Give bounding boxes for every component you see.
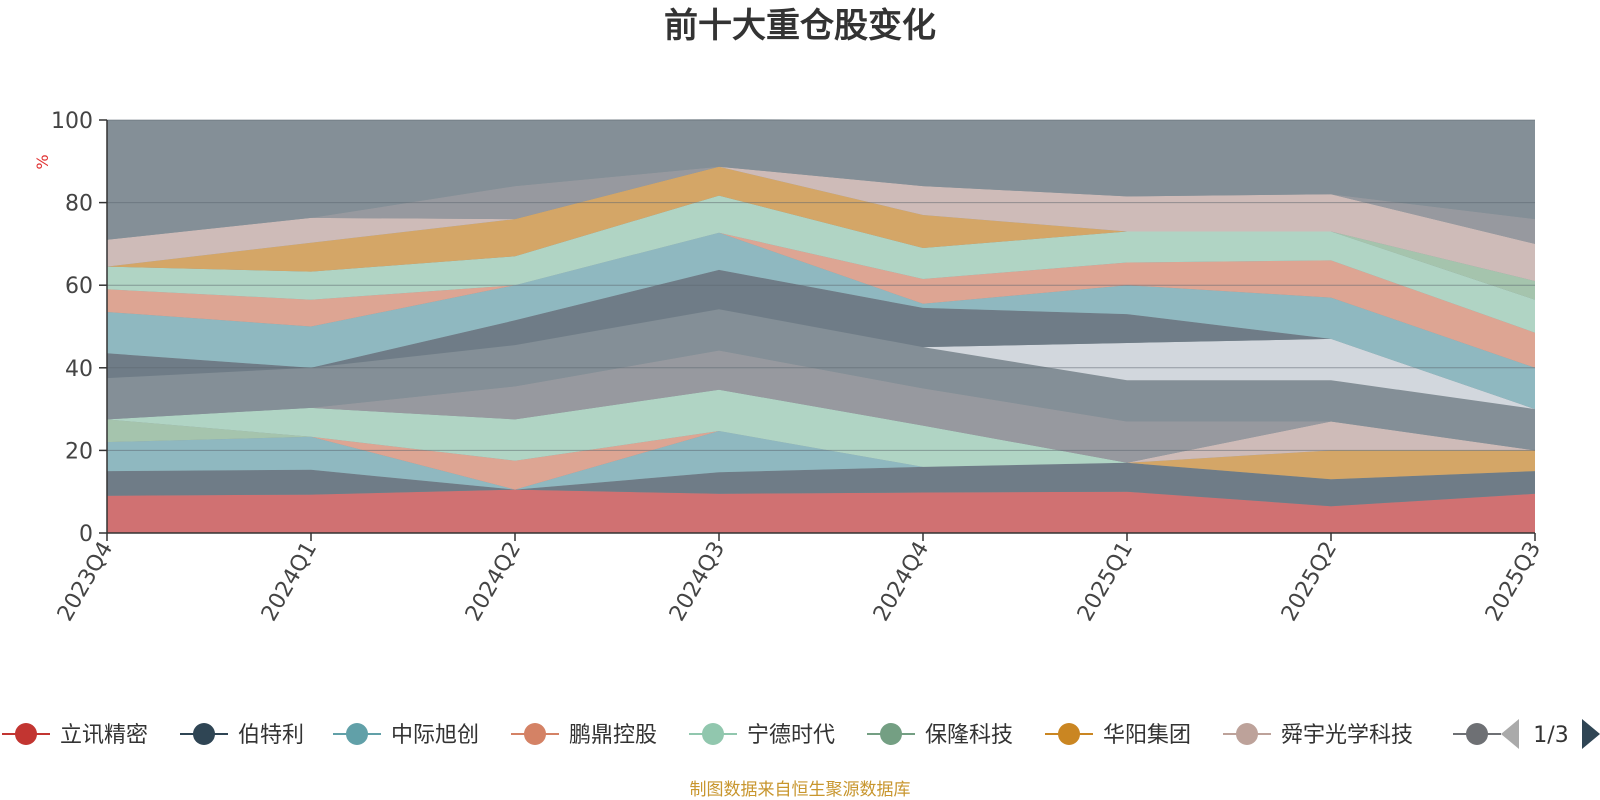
legend-item-6[interactable]: 保隆科技	[867, 723, 1013, 748]
legend-marker-2	[193, 723, 215, 745]
y-tick-label-80: 80	[65, 192, 93, 217]
legend-marker-4	[524, 723, 546, 745]
legend-label-6: 保隆科技	[925, 723, 1013, 748]
source-footnote: 制图数据来自恒生聚源数据库	[690, 780, 911, 800]
y-tick-label-40: 40	[65, 357, 93, 382]
legend-item-4[interactable]: 鹏鼎控股	[511, 723, 657, 748]
area-series-19	[107, 166, 1535, 282]
legend-pagination: 1/3	[1501, 719, 1600, 749]
area-series-15	[107, 232, 1535, 368]
legend-marker-3	[346, 723, 368, 745]
y-tick-label-60: 60	[65, 274, 93, 299]
area-series-6	[107, 421, 1535, 467]
legend-prev-arrow-icon[interactable]	[1501, 719, 1519, 749]
y-axis-unit-label: %	[33, 154, 52, 169]
area-series-1	[107, 489, 1535, 533]
y-tick-label-0: 0	[79, 522, 93, 547]
legend: 立讯精密 伯特利 中际旭创 鹏鼎控股 宁德时代 保隆科技 华阳集团 舜宇光学科技 1/3	[2, 719, 1600, 749]
legend-marker-6	[880, 723, 902, 745]
area-series-11	[107, 309, 1535, 410]
legend-marker-9	[1466, 723, 1488, 745]
legend-item-2[interactable]: 伯特利	[180, 723, 304, 748]
x-tick-label-2024Q4: 2024Q4	[869, 538, 934, 626]
x-tick-label-2023Q4: 2023Q4	[53, 538, 118, 626]
legend-item-3[interactable]: 中际旭创	[333, 723, 479, 748]
area-series-5	[107, 431, 1535, 480]
x-tick-label-2025Q1: 2025Q1	[1073, 538, 1138, 626]
legend-label-5: 宁德时代	[747, 723, 835, 748]
legend-marker-7	[1058, 723, 1080, 745]
area-series-10	[107, 309, 1535, 451]
area-series-21	[107, 119, 1535, 240]
legend-marker-8	[1236, 723, 1258, 745]
legend-next-arrow-icon[interactable]	[1582, 719, 1600, 749]
legend-label-2: 伯特利	[238, 723, 304, 748]
area-series-8	[107, 389, 1535, 467]
chart-title: 前十大重仓股变化	[664, 6, 936, 46]
area-series-14	[107, 232, 1535, 410]
area-series-12	[107, 269, 1535, 410]
legend-label-3: 中际旭创	[391, 723, 479, 748]
y-tick-label-20: 20	[65, 439, 93, 464]
area-series-3	[107, 431, 1535, 490]
y-tick-label-100: 100	[51, 109, 93, 134]
area-series-2	[107, 462, 1535, 507]
legend-label-1: 立讯精密	[60, 723, 148, 748]
legend-marker-5	[702, 723, 724, 745]
legend-item-8[interactable]: 舜宇光学科技	[1223, 723, 1413, 748]
legend-label-8: 舜宇光学科技	[1281, 723, 1413, 748]
x-tick-label-2024Q1: 2024Q1	[257, 538, 322, 626]
x-tick-label-2024Q2: 2024Q2	[461, 538, 526, 626]
area-series-20	[107, 166, 1535, 244]
x-tick-label-2024Q3: 2024Q3	[665, 538, 730, 626]
legend-item-1[interactable]: 立讯精密	[2, 723, 148, 748]
legend-item-9[interactable]	[1453, 723, 1501, 745]
x-tick-label-2025Q2: 2025Q2	[1277, 538, 1342, 626]
area-series-9	[107, 350, 1535, 463]
legend-marker-1	[15, 723, 37, 745]
x-tick-label-2025Q3: 2025Q3	[1481, 538, 1546, 626]
legend-label-7: 华阳集团	[1103, 723, 1191, 748]
legend-label-4: 鹏鼎控股	[569, 723, 657, 748]
area-series-4	[107, 431, 1535, 490]
legend-item-7[interactable]: 华阳集团	[1045, 723, 1191, 748]
legend-page-indicator: 1/3	[1533, 723, 1568, 748]
legend-item-5[interactable]: 宁德时代	[689, 723, 835, 748]
area-series-16	[107, 195, 1535, 333]
plot-area	[107, 119, 1535, 533]
area-series-18	[107, 166, 1535, 282]
